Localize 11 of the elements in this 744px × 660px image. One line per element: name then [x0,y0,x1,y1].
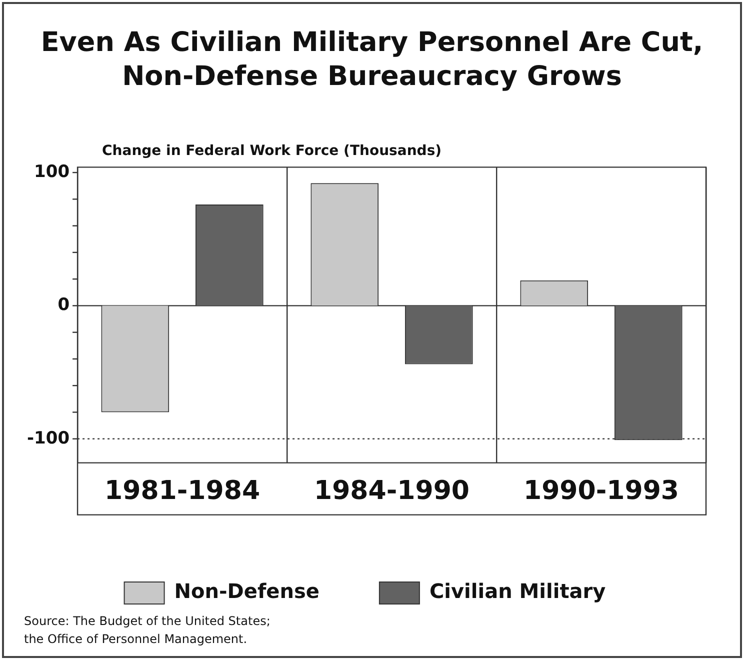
y-axis-title: Change in Federal Work Force (Thousands) [102,143,442,159]
y-tick-label: -100 [26,428,70,448]
x-tick-label: 1981-1984 [104,476,260,506]
y-tick-label: 0 [58,295,70,316]
x-tick-label: 1984-1990 [314,476,470,506]
legend-label: Civilian Military [429,579,606,604]
legend-label: Non-Defense [174,579,320,604]
chart-title: Even As Civilian Military Personnel Are Cut, Non-Defense Bureaucracy Grows [40,26,704,94]
source-note: Source: The Budget of the United States; the Office of Personnel Management. [24,613,270,648]
y-tick-label: 100 [34,162,70,182]
x-tick-label: 1990-1993 [523,476,680,506]
